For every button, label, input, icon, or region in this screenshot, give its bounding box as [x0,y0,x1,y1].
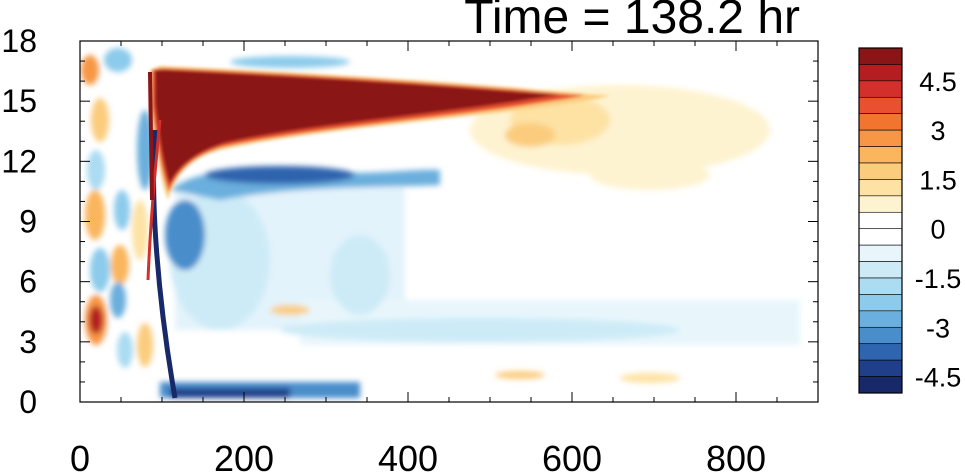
x-tick-label: 0 [70,438,90,473]
y-axis: 0 3 6 9 12 15 18 [1,23,818,420]
colorbar-swatch [858,294,903,312]
colorbar-swatch [858,277,903,295]
colorbar-swatch [858,195,903,213]
colorbar-label: 0 [930,215,945,245]
x-tick-label: 600 [542,438,602,473]
colorbar: 4.5 3 1.5 0 -1.5 -3 -4.5 [858,47,962,394]
colorbar-swatch [858,376,903,394]
colorbar-swatch [858,261,903,279]
colorbar-swatch [858,96,903,115]
x-axis: 0 200 400 600 800 [70,41,819,473]
y-tick-label: 3 [19,324,37,360]
y-tick-label: 0 [19,384,37,420]
colorbar-label: 1.5 [919,165,957,195]
colorbar-swatch [858,310,903,328]
colorbar-swatch [858,179,903,197]
y-tick-label: 15 [1,83,37,119]
colorbar-swatch [858,211,903,230]
colorbar-label: -3 [926,313,950,343]
y-tick-label: 9 [19,204,37,240]
colorbar-label: -4.5 [915,363,962,393]
chart-title: Time = 138.2 hr [464,0,800,44]
colorbar-swatch [858,228,903,246]
colorbar-swatch [858,146,903,164]
colorbar-swatch [858,244,903,262]
colorbar-label: -1.5 [915,264,962,294]
y-tick-label: 6 [19,264,37,300]
y-tick-label: 18 [1,23,37,59]
colorbar-swatch [858,129,903,147]
colorbar-swatch [858,113,903,131]
colorbar-swatch [858,359,903,377]
colorbar-swatch [858,64,903,82]
x-tick-label: 400 [378,438,438,473]
y-tick-label: 12 [1,143,37,179]
colorbar-swatch [858,343,903,361]
colorbar-swatch [858,80,903,98]
colorbar-label: 4.5 [919,67,957,97]
colorbar-swatch [858,162,903,180]
colorbar-swatch [858,326,903,345]
contour-field [80,41,818,402]
x-tick-label: 200 [214,438,274,473]
x-tick-label: 800 [706,438,766,473]
colorbar-label: 3 [930,116,945,146]
colorbar-frame [858,47,903,394]
colorbar-swatch [858,47,903,65]
